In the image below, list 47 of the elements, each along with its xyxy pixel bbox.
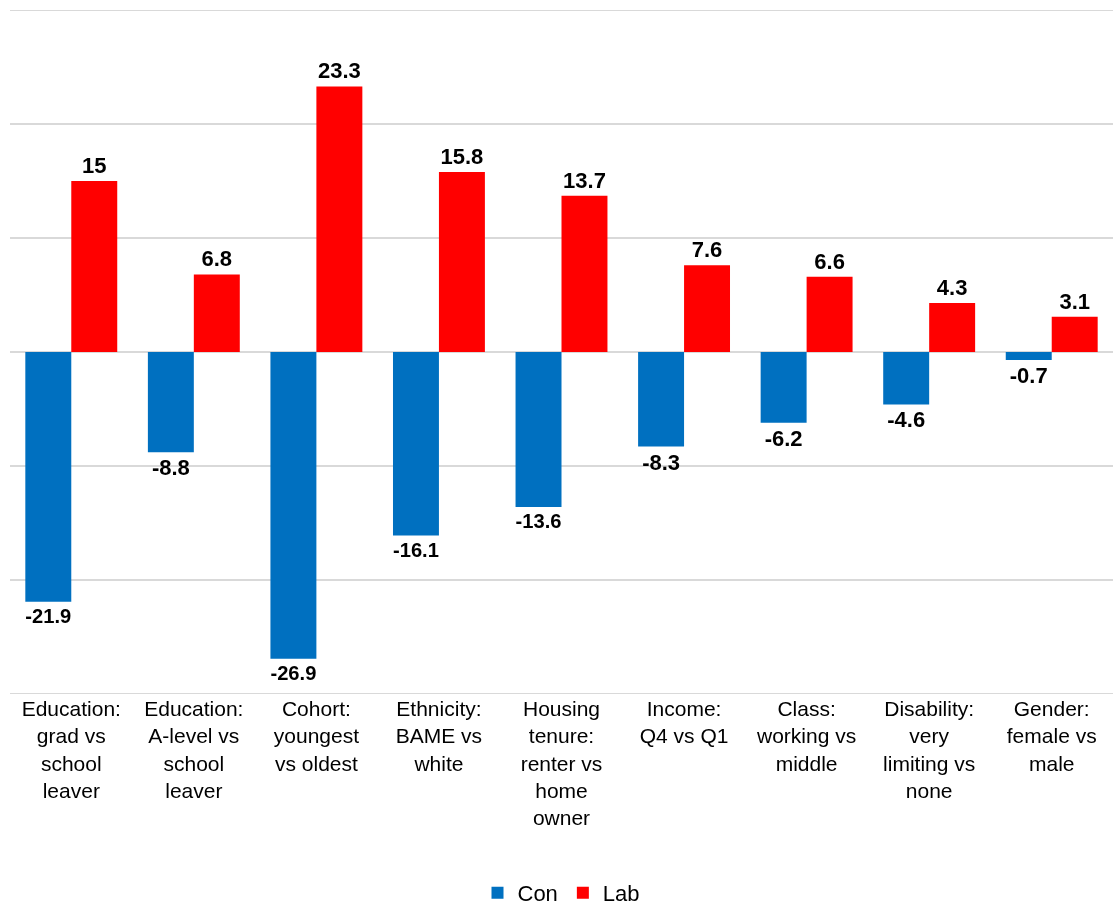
legend-label: Con (517, 881, 558, 907)
data-label: 7.6 (691, 237, 723, 263)
x-tick-label: Cohort: youngest vs oldest (273, 697, 360, 775)
x-tick-label: Class: working vs middle (756, 697, 857, 775)
bar (561, 195, 608, 352)
data-label: -8.8 (151, 455, 190, 481)
bar (1005, 352, 1052, 360)
x-tick-label: Education: grad vs school leaver (21, 697, 121, 802)
data-label: -6.2 (764, 425, 803, 451)
bar (684, 265, 731, 352)
data-label: 3.1 (1059, 288, 1090, 314)
data-label: -21.9 (25, 604, 72, 627)
x-tick-label: Disability: very limiting vs none (883, 697, 976, 802)
x-tick-label: Gender: female vs male (1006, 697, 1097, 775)
bar (25, 352, 72, 602)
x-tick-label: Housing tenure: renter vs home owner (520, 697, 603, 830)
x-tick-label: Education: A-level vs school leaver (144, 697, 244, 802)
data-label: -8.3 (642, 449, 681, 475)
data-label: 15 (82, 153, 107, 178)
bar (806, 276, 853, 352)
data-label: -13.6 (515, 510, 562, 533)
bar (638, 352, 685, 447)
x-tick-label: Ethnicity: BAME vs white (395, 697, 483, 775)
bar (929, 302, 976, 352)
bar (392, 352, 439, 536)
x-tick-label: Income: Q4 vs Q1 (639, 697, 729, 748)
data-label: 6.8 (201, 246, 233, 272)
bar (270, 352, 317, 659)
bar (1051, 316, 1098, 352)
legend-label: Lab (602, 881, 640, 907)
bar (760, 352, 807, 423)
data-label: -26.9 (270, 661, 317, 684)
data-label: -4.6 (887, 407, 926, 433)
data-label: 4.3 (936, 274, 968, 300)
data-label: 23.3 (317, 58, 361, 84)
bar (316, 86, 363, 352)
data-label: 15.8 (440, 143, 484, 169)
data-label: -0.7 (1009, 362, 1048, 388)
bar (71, 181, 118, 352)
bar (147, 352, 194, 453)
bar (515, 352, 562, 508)
data-label: -16.1 (393, 538, 439, 561)
bar (193, 274, 240, 352)
data-label: 13.7 (563, 167, 606, 193)
bar (438, 171, 485, 352)
data-label: 6.6 (814, 248, 845, 274)
bar (883, 352, 930, 405)
